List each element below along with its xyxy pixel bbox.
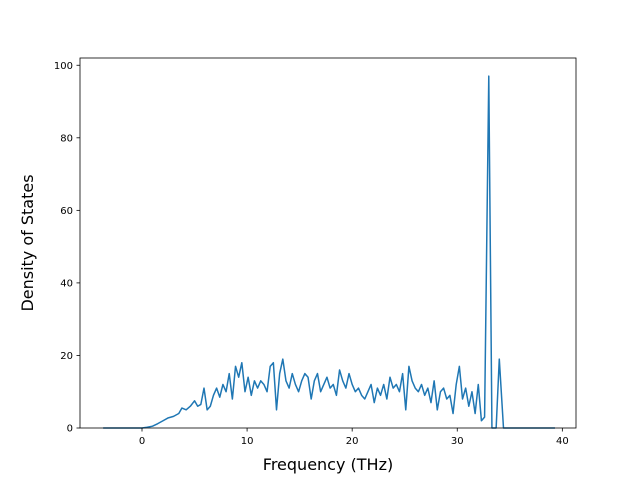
y-tick-label: 80 — [60, 133, 73, 144]
x-tick-label: 40 — [556, 436, 569, 447]
y-axis-label: Density of States — [18, 174, 37, 311]
y-tick-label: 60 — [60, 206, 73, 217]
x-axis-label: Frequency (THz) — [263, 455, 393, 474]
plot-area — [80, 58, 576, 428]
x-tick-label: 30 — [451, 436, 464, 447]
x-tick-label: 20 — [346, 436, 359, 447]
y-tick-label: 40 — [60, 278, 73, 289]
dos-series-line — [103, 75, 555, 429]
plot-frame — [79, 57, 577, 429]
x-tick-label: 0 — [139, 436, 145, 447]
series-layer — [103, 75, 555, 429]
y-tick-label: 0 — [67, 424, 73, 435]
tick-layer: 0 10 20 30 40 0 20 40 60 80 100 — [54, 61, 569, 447]
y-tick-label: 100 — [54, 61, 73, 72]
x-tick-label: 10 — [241, 436, 254, 447]
y-tick-label: 20 — [60, 351, 73, 362]
